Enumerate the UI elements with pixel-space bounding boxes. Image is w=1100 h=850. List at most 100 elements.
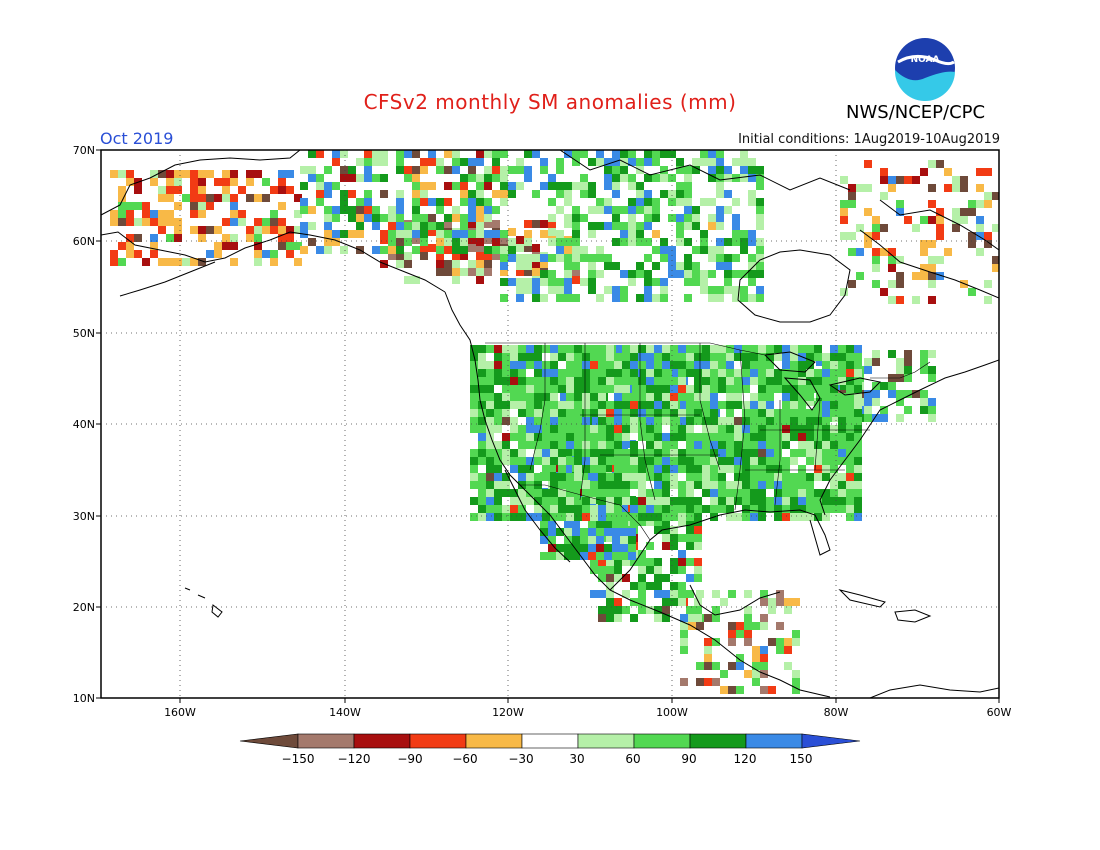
anomaly-cell <box>516 294 524 302</box>
anomaly-cell <box>742 409 750 417</box>
anomaly-cell <box>740 286 748 294</box>
anomaly-cell <box>774 441 782 449</box>
anomaly-cell <box>732 214 740 222</box>
anomaly-cell <box>580 552 588 560</box>
anomaly-cell <box>734 497 742 505</box>
anomaly-cell <box>734 513 742 521</box>
anomaly-cell <box>452 238 460 246</box>
anomaly-cell <box>526 433 534 441</box>
anomaly-cell <box>678 505 686 513</box>
anomaly-cell <box>766 417 774 425</box>
anomaly-cell <box>452 252 460 260</box>
anomaly-cell <box>564 544 572 552</box>
anomaly-cell <box>896 398 904 406</box>
anomaly-cell <box>864 414 872 422</box>
anomaly-cell <box>734 473 742 481</box>
anomaly-cell <box>752 678 760 686</box>
anomaly-cell <box>840 382 848 390</box>
anomaly-cell <box>614 489 622 497</box>
anomaly-cell <box>920 366 928 374</box>
anomaly-cell <box>598 497 606 505</box>
anomaly-cell <box>864 240 872 248</box>
anomaly-cell <box>590 425 598 433</box>
anomaly-cell <box>550 473 558 481</box>
anomaly-cell <box>952 184 960 192</box>
anomaly-cell <box>478 353 486 361</box>
anomaly-cell <box>654 606 662 614</box>
anomaly-cell <box>814 489 822 497</box>
anomaly-cell <box>710 425 718 433</box>
anomaly-cell <box>896 272 904 280</box>
anomaly-cell <box>728 638 736 646</box>
anomaly-cell <box>734 401 742 409</box>
anomaly-cell <box>756 222 764 230</box>
anomaly-cell <box>548 464 556 472</box>
anomaly-cell <box>270 226 278 234</box>
anomaly-cell <box>614 441 622 449</box>
anomaly-cell <box>654 489 662 497</box>
anomaly-cell <box>662 614 670 622</box>
anomaly-cell <box>766 361 774 369</box>
anomaly-cell <box>742 481 750 489</box>
anomaly-cell <box>928 374 936 382</box>
anomaly-cell <box>792 630 800 638</box>
anomaly-cell <box>806 353 814 361</box>
anomaly-cell <box>646 449 654 457</box>
anomaly-cell <box>476 276 484 284</box>
anomaly-cell <box>660 190 668 198</box>
anomaly-cell <box>126 178 134 186</box>
anomaly-cell <box>654 369 662 377</box>
anomaly-cell <box>806 393 814 401</box>
anomaly-cell <box>590 457 598 465</box>
anomaly-cell <box>692 270 700 278</box>
anomaly-cell <box>230 210 238 218</box>
anomaly-cell <box>756 214 764 222</box>
anomaly-cell <box>254 250 262 258</box>
anomaly-cell <box>854 481 862 489</box>
anomaly-cell <box>716 246 724 254</box>
anomaly-cell <box>508 190 516 198</box>
anomaly-cell <box>670 542 678 550</box>
anomaly-cell <box>976 216 984 224</box>
anomaly-cell <box>670 377 678 385</box>
anomaly-cell <box>452 276 460 284</box>
anomaly-cell <box>582 497 590 505</box>
anomaly-cell <box>460 182 468 190</box>
anomaly-cell <box>744 630 752 638</box>
anomaly-cell <box>558 353 566 361</box>
anomaly-cell <box>604 182 612 190</box>
anomaly-cell <box>372 222 380 230</box>
lat-label: 10N <box>73 692 95 705</box>
anomaly-cell <box>616 345 624 353</box>
anomaly-cell <box>502 361 510 369</box>
anomaly-cell <box>580 190 588 198</box>
anomaly-cell <box>230 242 238 250</box>
anomaly-cell <box>716 262 724 270</box>
anomaly-cell <box>766 497 774 505</box>
anomaly-cell <box>548 214 556 222</box>
colorbar-swatch <box>689 733 747 749</box>
anomaly-cell <box>710 497 718 505</box>
anomaly-cell <box>174 178 182 186</box>
anomaly-cell <box>768 598 776 606</box>
anomaly-cell <box>694 409 702 417</box>
anomaly-cell <box>752 654 760 662</box>
anomaly-cell <box>590 353 598 361</box>
anomaly-cell <box>756 166 764 174</box>
logo-text: NOAA <box>911 55 940 65</box>
anomaly-cell <box>630 377 638 385</box>
anomaly-cell <box>750 369 758 377</box>
anomaly-cell <box>728 630 736 638</box>
anomaly-cell <box>510 393 518 401</box>
anomaly-cell <box>580 214 588 222</box>
anomaly-cell <box>444 150 452 158</box>
anomaly-cell <box>118 210 126 218</box>
anomaly-cell <box>748 262 756 270</box>
anomaly-cell <box>760 654 768 662</box>
anomaly-cell <box>620 166 628 174</box>
anomaly-cell <box>646 505 654 513</box>
anomaly-cell <box>904 366 912 374</box>
anomaly-cell <box>428 158 436 166</box>
anomaly-cell <box>470 481 478 489</box>
noaa-logo-icon: NOAA <box>894 38 955 102</box>
